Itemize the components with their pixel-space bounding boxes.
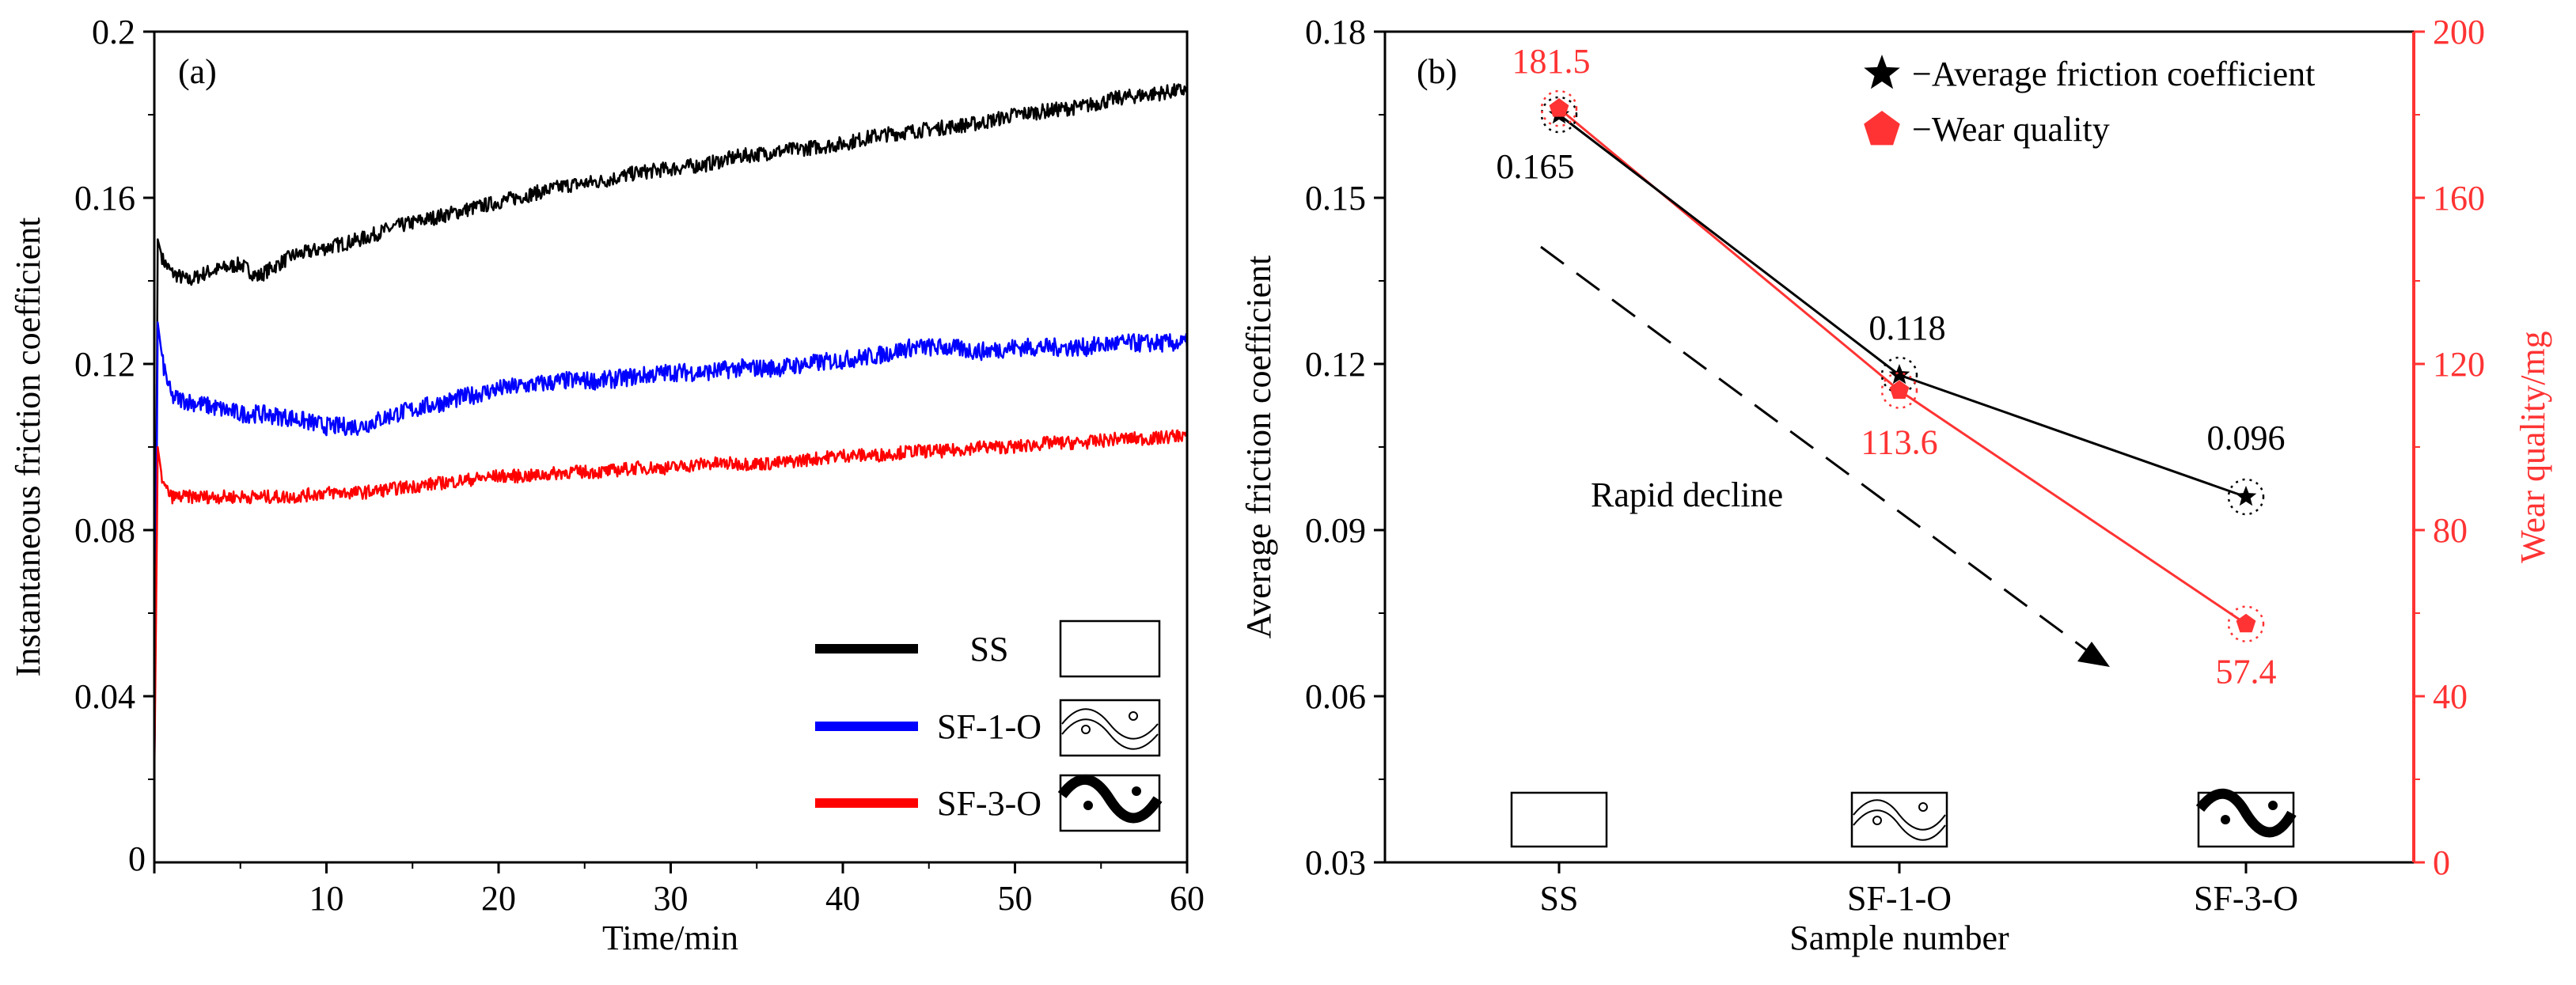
panel-a-label: (a) (178, 52, 217, 91)
panel-a-series-group (153, 83, 1189, 780)
friction-data-label: 0.165 (1497, 147, 1575, 186)
legend-label-average-friction: −Average friction coefficient (1912, 55, 2315, 93)
friction-data-label: 0.096 (2207, 419, 2286, 457)
wear-quality-data-label: 113.6 (1861, 423, 1937, 462)
panel-a-x-tick-label: 60 (1170, 879, 1205, 918)
wear-quality-data-label: 181.5 (1512, 42, 1591, 81)
legend-star-icon (1864, 55, 1900, 89)
panel-b-x-tick-label: SF-3-O (2194, 879, 2298, 918)
panel-b-x-tick-label: SS (1540, 879, 1579, 918)
legend-pentagon-icon (1864, 111, 1900, 146)
panel-b-y-axis-title: Average friction coefficient (1239, 256, 1278, 639)
panel-b-y2-tick-label: 200 (2433, 13, 2485, 51)
panel-a-chart: 0 10 20 30 40 50 60 0.04 0.08 0.12 0.16 0.2 (a) Tim… (9, 13, 1205, 957)
panel-b-y-tick-label: 0.09 (1305, 511, 1366, 550)
panel-a-x-axis-title: Time/min (602, 919, 738, 957)
legend-icon-ss-flat-sample (1059, 619, 1161, 678)
panel-a-x-tick-label: 50 (998, 879, 1033, 918)
panel-b-y-tick-label: 0.03 (1305, 843, 1366, 882)
legend-label-sf-3-o: SF-3-O (937, 784, 1041, 823)
panel-a-y-tick-label: 0.2 (92, 13, 135, 51)
panel-b-y-tick-label: 0.15 (1305, 179, 1366, 218)
panel-b-y2-axis-title: Wear quality/mg (2513, 331, 2552, 563)
panel-a-x-tick-label: 40 (825, 879, 860, 918)
panel-a-series-line-sf-1-o (153, 321, 1189, 780)
sample-icon-sf-3-o (2195, 788, 2297, 848)
friction-point-highlight (1880, 356, 1918, 394)
panel-a-y-tick-label: 0.08 (74, 511, 135, 550)
wear-quality-data-label: 57.4 (2216, 653, 2277, 691)
legend-label-wear-quality: −Wear quality (1912, 110, 2110, 149)
panel-a-series-line-sf-3-o (153, 429, 1189, 780)
friction-point-highlight (2227, 478, 2265, 516)
wear-quality-point-highlight (1540, 89, 1578, 127)
friction-data-label: 0.118 (1868, 309, 1945, 347)
friction-point-highlight (1540, 96, 1578, 134)
panel-a-x-tick-label: 30 (654, 879, 689, 918)
panel-b-y-tick-label: 0.18 (1305, 13, 1366, 51)
panel-b-y2-tick-label: 80 (2433, 511, 2468, 550)
legend-icon-sf-3-o-wave-sample (1057, 774, 1163, 832)
panel-a-x-tick-label: 0 (128, 839, 146, 878)
rapid-decline-annotation: Rapid decline (1591, 475, 1783, 514)
wear-quality-point-pentagon (1889, 380, 1910, 400)
panel-b-y2-tick-label: 160 (2433, 179, 2485, 218)
wear-quality-point-pentagon (2236, 613, 2256, 633)
panel-b-marks: 0.165 0.118 0.096 181.5 113.6 57.4 (1497, 42, 2286, 691)
sample-icon-sf-1-o (1850, 791, 1948, 848)
panel-a-axes: 0 10 20 30 40 50 60 0.04 0.08 0.12 0.16 0.2 (74, 13, 1205, 918)
panel-a-x-tick-label: 20 (481, 879, 516, 918)
panel-b-x-axis-title: Sample number (1789, 919, 2009, 957)
panel-b-y2-tick-label: 0 (2433, 843, 2450, 882)
panel-b-y-tick-label: 0.06 (1305, 677, 1366, 716)
panel-b-y2-tick-label: 40 (2433, 677, 2468, 716)
panel-a-series-line-ss (153, 83, 1189, 780)
friction-point-star (1888, 364, 1910, 385)
legend-label-ss: SS (970, 630, 1009, 669)
wear-quality-line (1558, 107, 2247, 625)
panel-a-x-tick-label: 10 (309, 879, 344, 918)
panel-b-x-tick-label: SF-1-O (1847, 879, 1952, 918)
friction-point-star (2235, 486, 2257, 506)
legend-label-sf-1-o: SF-1-O (937, 707, 1041, 746)
panel-a-y-tick-label: 0.16 (74, 179, 135, 218)
wear-quality-point-highlight (1880, 372, 1918, 409)
sample-icons (1510, 788, 2297, 848)
rapid-decline-arrow-line (1540, 245, 2094, 657)
panel-b-axes: 0.03 0.06 0.09 0.12 0.15 0.18 0 40 80 120 160 200 SS… (1305, 13, 2485, 918)
sample-icon-ss (1510, 791, 1608, 848)
panel-b-chart: 0.03 0.06 0.09 0.12 0.15 0.18 0 40 80 120 160 200 SS… (1239, 13, 2552, 957)
panel-a-y-tick-label: 0.12 (74, 345, 135, 384)
panel-a-y-axis-title: Instantaneous friction coefficient (9, 218, 47, 677)
wear-quality-point-highlight (2227, 605, 2265, 642)
panel-b-label: (b) (1417, 52, 1457, 91)
panel-b-legend: −Average friction coefficient −Wear qual… (1864, 55, 2315, 149)
panel-a-y-tick-label: 0.04 (74, 677, 135, 716)
rapid-decline-arrow-head (2077, 642, 2110, 667)
legend-icon-sf-1-o-wave-sample (1059, 699, 1161, 757)
panel-b-y-tick-label: 0.12 (1305, 345, 1366, 384)
wear-quality-point-pentagon (1549, 98, 1569, 117)
panel-b-y2-tick-label: 120 (2433, 345, 2485, 384)
panel-a-legend: SS SF-1-O SF-3-O (815, 619, 1163, 832)
